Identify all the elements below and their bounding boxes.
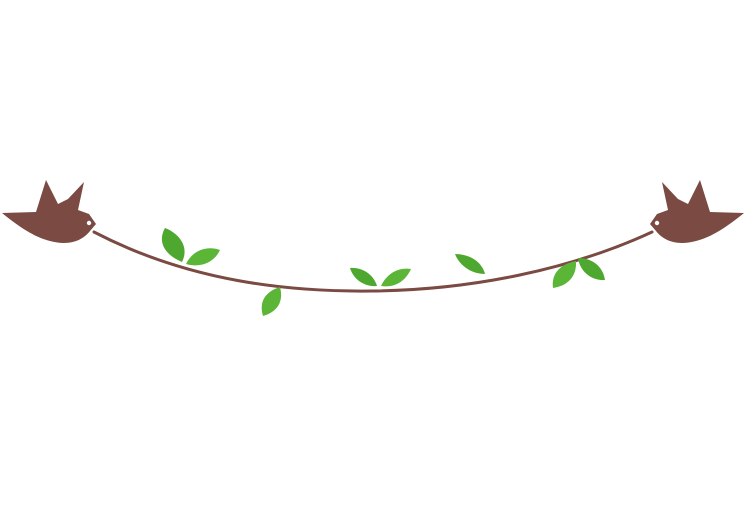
leaf-icon bbox=[552, 261, 577, 288]
bird-eye bbox=[86, 220, 92, 226]
bird-icon bbox=[2, 180, 96, 243]
leaf-icon bbox=[578, 258, 605, 281]
leaf-icon bbox=[350, 267, 377, 287]
leaf-icon bbox=[261, 287, 282, 316]
leaf-icon bbox=[455, 254, 485, 274]
bird-icon bbox=[650, 180, 744, 243]
vine-line bbox=[92, 230, 654, 293]
leaf-cluster bbox=[161, 228, 605, 316]
leaf-icon bbox=[161, 228, 185, 262]
leaf-icon bbox=[186, 248, 220, 266]
bird-eye bbox=[654, 220, 660, 226]
leaf-icon bbox=[381, 268, 411, 287]
